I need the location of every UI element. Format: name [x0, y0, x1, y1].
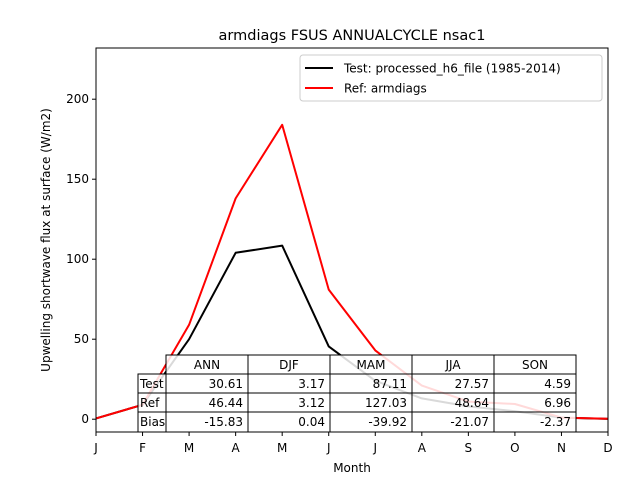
y-tick-label: 0: [81, 412, 89, 426]
x-tick-label: N: [557, 441, 566, 455]
y-tick-label: 100: [66, 252, 89, 266]
x-axis-label: Month: [333, 461, 371, 475]
x-tick-label: J: [372, 441, 377, 455]
x-tick-label: A: [232, 441, 241, 455]
legend: Test: processed_h6_file (1985-2014) Ref: …: [299, 54, 603, 102]
table-cell-value: 3.12: [298, 396, 325, 410]
x-tick-label: O: [510, 441, 519, 455]
table-column-header: SON: [522, 358, 548, 372]
table-column-header: ANN: [194, 358, 220, 372]
x-tick-label: M: [184, 441, 194, 455]
x-tick-label: J: [93, 441, 98, 455]
legend-box: [299, 54, 603, 102]
chart-title: armdiags FSUS ANNUALCYCLE nsac1: [219, 28, 486, 44]
x-tick-label: S: [465, 441, 473, 455]
table-column-header: MAM: [357, 358, 386, 372]
x-tick-label: M: [277, 441, 287, 455]
table-column-header: DJF: [279, 358, 299, 372]
stats-table: ANN DJF MAM JJA SON Test 30.61 3.17 87.11 27.57 4.…: [137, 354, 577, 433]
legend-label: Test: processed_h6_file (1985-2014): [343, 62, 561, 76]
table-cell-value: 0.04: [298, 415, 325, 429]
y-axis: 0 50 100 150 200: [66, 92, 96, 426]
table-cell-value: -2.37: [540, 415, 571, 429]
table-cell-value: 46.44: [209, 396, 243, 410]
table-column-header: JJA: [444, 358, 461, 372]
table-cell-value: 127.03: [365, 396, 407, 410]
x-tick-label: J: [326, 441, 331, 455]
table-cell-value: 4.59: [544, 377, 571, 391]
table-cell-value: -15.83: [204, 415, 243, 429]
table-cell-value: -21.07: [450, 415, 489, 429]
x-tick-label: A: [418, 441, 427, 455]
y-tick-label: 200: [66, 92, 89, 106]
table-cell-value: 27.57: [455, 377, 489, 391]
table-cell-value: 30.61: [209, 377, 243, 391]
table-row-label: Ref: [140, 396, 160, 410]
table-cell-value: -39.92: [368, 415, 407, 429]
table-cell-value: 3.17: [298, 377, 325, 391]
y-tick-label: 150: [66, 172, 89, 186]
table-row-label: Bias: [140, 415, 165, 429]
x-tick-label: D: [603, 441, 612, 455]
legend-label: Ref: armdiags: [344, 82, 427, 96]
table-row-label: Test: [139, 377, 164, 391]
y-axis-label: Upwelling shortwave flux at surface (W/m…: [39, 108, 53, 372]
y-tick-label: 50: [74, 332, 89, 346]
plot-frame: [95, 47, 609, 433]
x-tick-label: F: [139, 441, 146, 455]
table-cell-value: 48.64: [455, 396, 489, 410]
table-cell-value: 6.96: [544, 396, 571, 410]
table-cell-value: 87.11: [373, 377, 407, 391]
